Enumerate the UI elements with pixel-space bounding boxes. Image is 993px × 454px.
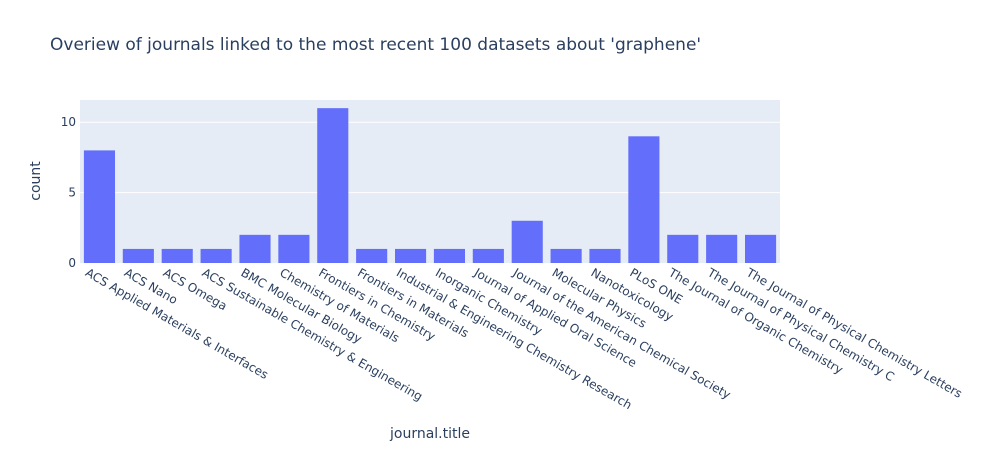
bar[interactable] [511,220,543,263]
bar[interactable] [200,248,232,263]
x-tick-label: The Journal of Physical Chemistry C [704,265,896,384]
bar[interactable] [278,234,310,263]
bar[interactable] [472,248,504,263]
y-tick-label: 5 [68,186,76,200]
bar[interactable] [550,248,582,263]
bars [83,108,777,263]
grid-lines [80,121,780,194]
y-tick-label: 10 [61,115,76,129]
bar[interactable] [161,248,193,263]
plot-background [80,100,780,263]
bar[interactable] [122,248,154,263]
y-tick-label: 0 [68,256,76,270]
bar[interactable] [239,234,271,263]
bar[interactable] [395,248,427,263]
bar[interactable] [667,234,699,263]
bar[interactable] [433,248,465,263]
bar[interactable] [317,108,349,263]
bar[interactable] [83,150,115,263]
x-axis-title: journal.title [389,426,470,442]
bar[interactable] [628,136,660,263]
bar[interactable] [745,234,777,263]
y-axis-title: count [28,161,44,201]
bar[interactable] [589,248,621,263]
y-tick-labels: 0 5 10 [61,115,76,270]
chart-title: Overiew of journals linked to the most r… [50,35,701,55]
bar[interactable] [706,234,738,263]
bar[interactable] [356,248,388,263]
